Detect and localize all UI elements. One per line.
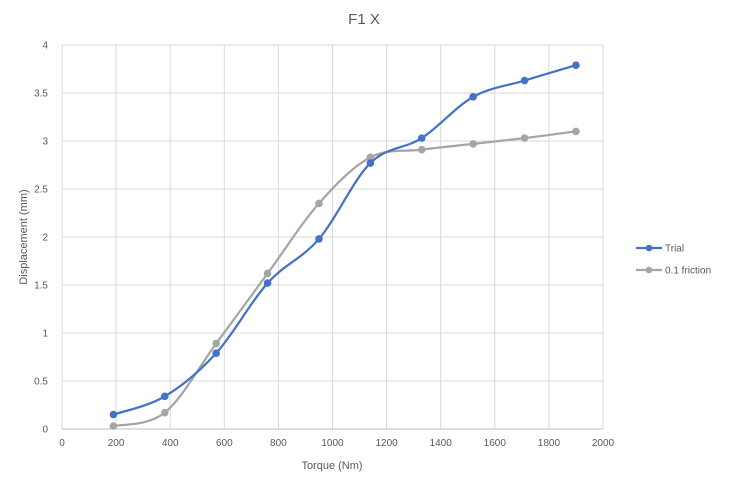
- y-tick-label: 0: [42, 425, 48, 436]
- data-point: [572, 61, 580, 69]
- data-point: [109, 410, 118, 419]
- x-tick-label: 400: [162, 438, 179, 449]
- y-tick-label: 3: [42, 137, 48, 148]
- gridlines: [61, 44, 604, 430]
- data-point: [263, 279, 272, 287]
- y-tick-label: 1: [42, 329, 48, 340]
- data-point: [212, 349, 220, 357]
- x-tick-label: 1600: [484, 438, 507, 449]
- x-tick-label: 2000: [592, 438, 615, 449]
- legend-swatch-marker: [645, 266, 653, 274]
- x-tick-label: 1000: [321, 438, 344, 449]
- x-tick-label: 1800: [538, 438, 561, 449]
- legend-item-0-1-friction: 0.1 friction: [636, 266, 711, 277]
- series-line-0-1-friction: [113, 130, 577, 428]
- x-tick-label: 1400: [430, 438, 453, 449]
- series-trial: [109, 61, 580, 419]
- data-point: [520, 134, 529, 142]
- y-tick-label: 3.5: [34, 89, 48, 100]
- data-point: [160, 392, 169, 401]
- data-point: [212, 339, 220, 348]
- legend-swatch-marker: [645, 244, 653, 252]
- y-tick-label: 0.5: [34, 377, 48, 388]
- x-tick-label: 800: [270, 438, 287, 449]
- series-line-trial: [113, 64, 577, 416]
- data-point: [520, 76, 529, 85]
- y-tick-label: 2.5: [34, 185, 48, 196]
- data-point: [109, 422, 118, 430]
- x-tick-label: 600: [216, 438, 233, 449]
- chart-title: F1 X: [348, 11, 380, 28]
- y-tick-label: 4: [42, 41, 48, 52]
- y-tick-label: 2: [42, 233, 48, 244]
- data-point: [469, 140, 477, 148]
- legend-label: Trial: [665, 244, 684, 255]
- data-point: [160, 408, 169, 417]
- legend-label: 0.1 friction: [665, 266, 711, 277]
- legend: Trial 0.1 friction: [636, 244, 711, 277]
- y-axis-title: Displacement (mm): [18, 189, 30, 284]
- data-point: [572, 127, 580, 136]
- x-tick-label: 200: [108, 438, 125, 449]
- legend-item-trial: Trial: [636, 244, 684, 255]
- x-axis-title: Torque (Nm): [301, 460, 362, 472]
- data-point: [417, 145, 426, 154]
- data-point: [315, 199, 323, 208]
- x-tick-label: 1200: [375, 438, 398, 449]
- series-group: [109, 61, 580, 430]
- data-point: [366, 159, 375, 167]
- data-point: [417, 134, 426, 142]
- x-tick-label: 0: [59, 438, 65, 449]
- series-0-1-friction: [109, 127, 580, 430]
- y-tick-label: 1.5: [34, 281, 48, 292]
- data-point: [469, 93, 477, 101]
- axes: 0 200 400 600 800 1000 1200 1400 1600 1800 2000 0 0.…: [34, 41, 614, 450]
- data-point: [263, 269, 272, 278]
- data-point: [315, 235, 323, 243]
